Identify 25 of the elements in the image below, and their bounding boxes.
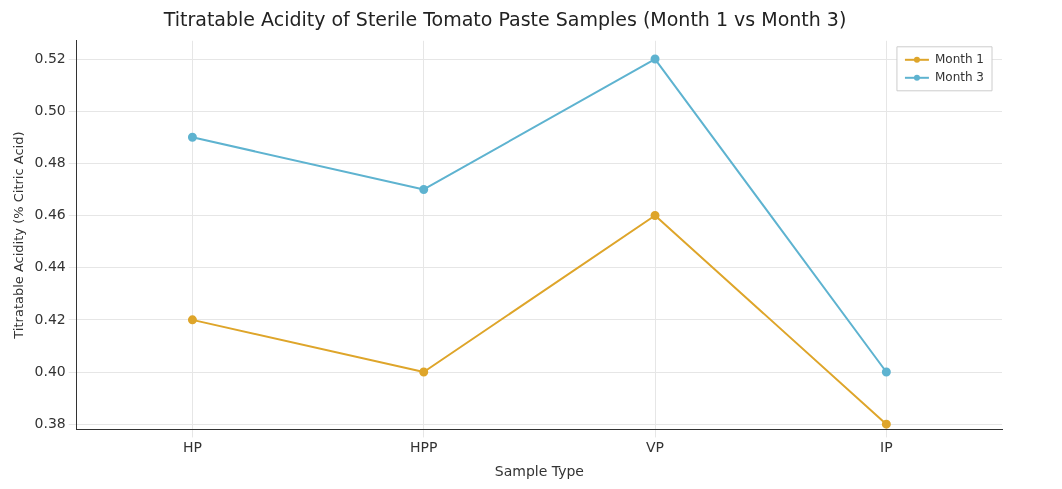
point — [650, 54, 660, 64]
legend-label: Month 1 — [934, 51, 984, 66]
x-tick-label: HP — [182, 439, 202, 456]
point — [187, 315, 197, 325]
y-tick-label: 0.52 — [34, 49, 66, 66]
legend-label: Month 3 — [934, 69, 984, 84]
point — [881, 419, 891, 429]
y-tick-label: 0.50 — [34, 101, 66, 118]
y-tick-label: 0.38 — [34, 414, 66, 431]
x-tick-label: HPP — [410, 439, 438, 456]
y-tick-label: 0.42 — [34, 310, 66, 327]
chart-title: Titratable Acidity of Sterile Tomato Paste Samples (Month 1 vs Month 3) — [162, 8, 847, 31]
y-tick-label: 0.40 — [34, 362, 66, 379]
x-tick-label: VP — [646, 439, 665, 456]
y-tick-label: 0.48 — [34, 154, 66, 171]
y-tick-label: 0.44 — [34, 258, 66, 275]
point — [187, 132, 197, 142]
y-tick-label: 0.46 — [34, 206, 66, 223]
y-axis-title: Titratable Acidity (% Citric Acid) — [11, 131, 27, 340]
point — [650, 211, 660, 221]
x-tick-label: IP — [880, 439, 893, 456]
point — [419, 184, 429, 194]
x-axis-title: Sample Type — [494, 463, 584, 480]
point — [419, 367, 429, 377]
point — [881, 367, 891, 377]
